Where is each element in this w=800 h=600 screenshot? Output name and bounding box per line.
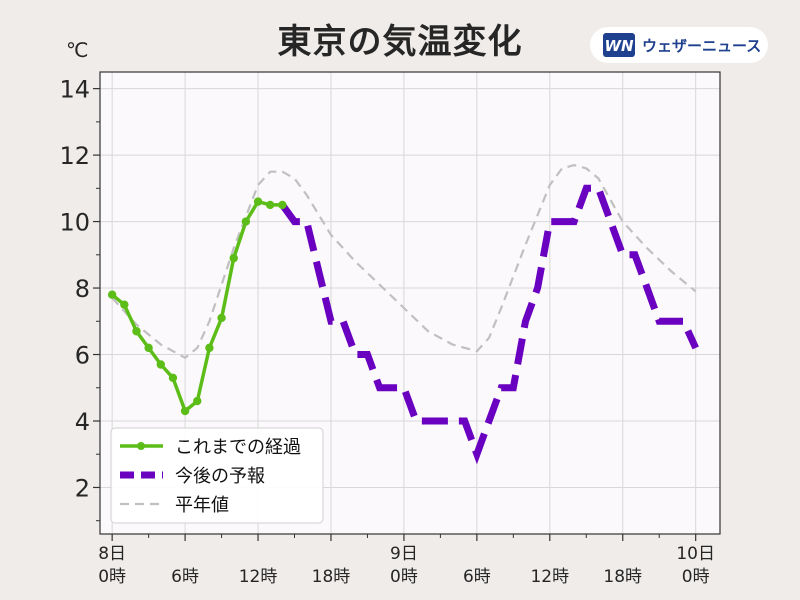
y-axis-unit: ℃ xyxy=(66,38,89,62)
data-point-marker xyxy=(193,396,202,406)
series-layer xyxy=(107,164,699,465)
logo-mark-text: WN xyxy=(604,37,634,55)
data-point-marker xyxy=(180,406,190,416)
x-tick-hour-label: 18時 xyxy=(603,567,642,587)
y-tick-label: 6 xyxy=(75,342,90,370)
y-tick-label: 2 xyxy=(75,474,90,502)
data-point-marker xyxy=(229,253,238,263)
data-point-marker xyxy=(265,200,275,210)
data-point-marker xyxy=(144,343,153,353)
legend-label: これまでの経過 xyxy=(175,437,301,458)
data-point-marker xyxy=(205,343,214,353)
y-tick-label: 4 xyxy=(75,408,90,436)
plot-frame xyxy=(99,71,721,535)
wn-logo-icon: WN xyxy=(603,33,635,57)
x-tick-day-label: 8日 xyxy=(98,544,126,564)
y-tick-label: 8 xyxy=(75,275,90,303)
series-line-dashed-thin xyxy=(111,164,697,359)
y-tick-label: 10 xyxy=(59,209,90,237)
chart-title: 東京の気温変化 xyxy=(277,22,523,62)
series-line-dashed-thick xyxy=(279,184,699,465)
x-tick-day-label: 10日 xyxy=(676,544,715,564)
x-tick-hour-label: 0時 xyxy=(390,567,418,587)
data-point-marker xyxy=(241,217,251,226)
legend-label: 今後の予報 xyxy=(175,466,265,487)
x-tick-hour-label: 0時 xyxy=(682,567,710,587)
data-point-marker xyxy=(278,200,287,210)
x-tick-day-label: 9日 xyxy=(390,544,418,564)
x-tick-hour-label: 0時 xyxy=(98,567,126,587)
weathernews-logo: WN ウェザーニュース xyxy=(590,27,768,63)
y-tick-label: 14 xyxy=(59,76,90,104)
x-tick-hour-label: 6時 xyxy=(463,567,491,587)
legend-label: 平年値 xyxy=(175,495,229,516)
logo-text: ウェザーニュース xyxy=(642,37,762,55)
x-tick-hour-label: 12時 xyxy=(239,567,278,587)
legend-box xyxy=(110,427,324,524)
axis-layer: 2 4 6 8 10 12 14 8日 0時 6時 12時 18時 9日 0時 6時 12時 18時 10日 0時 xyxy=(59,76,715,587)
x-tick-hour-label: 18時 xyxy=(312,567,351,587)
data-point-marker xyxy=(132,327,141,336)
data-point-marker xyxy=(217,313,226,323)
x-tick-hour-label: 6時 xyxy=(171,567,199,587)
data-point-marker xyxy=(156,360,165,369)
data-point-marker xyxy=(120,300,129,309)
legend-marker xyxy=(137,442,145,450)
data-point-marker xyxy=(168,373,178,382)
data-point-marker xyxy=(107,290,117,299)
x-tick-hour-label: 12時 xyxy=(530,567,569,587)
y-tick-label: 12 xyxy=(59,142,90,170)
data-point-marker xyxy=(253,197,263,206)
